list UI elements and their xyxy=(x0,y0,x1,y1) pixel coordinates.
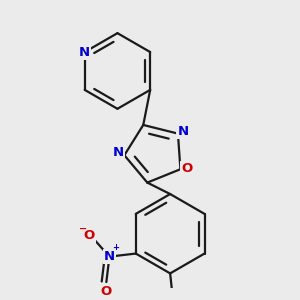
Text: O: O xyxy=(101,285,112,298)
Text: +: + xyxy=(112,244,119,253)
Text: N: N xyxy=(104,250,115,263)
Text: N: N xyxy=(79,46,90,59)
Text: O: O xyxy=(84,230,95,242)
Text: N: N xyxy=(113,146,124,159)
Text: N: N xyxy=(177,124,188,138)
Text: O: O xyxy=(181,162,192,175)
Text: −: − xyxy=(79,224,87,234)
